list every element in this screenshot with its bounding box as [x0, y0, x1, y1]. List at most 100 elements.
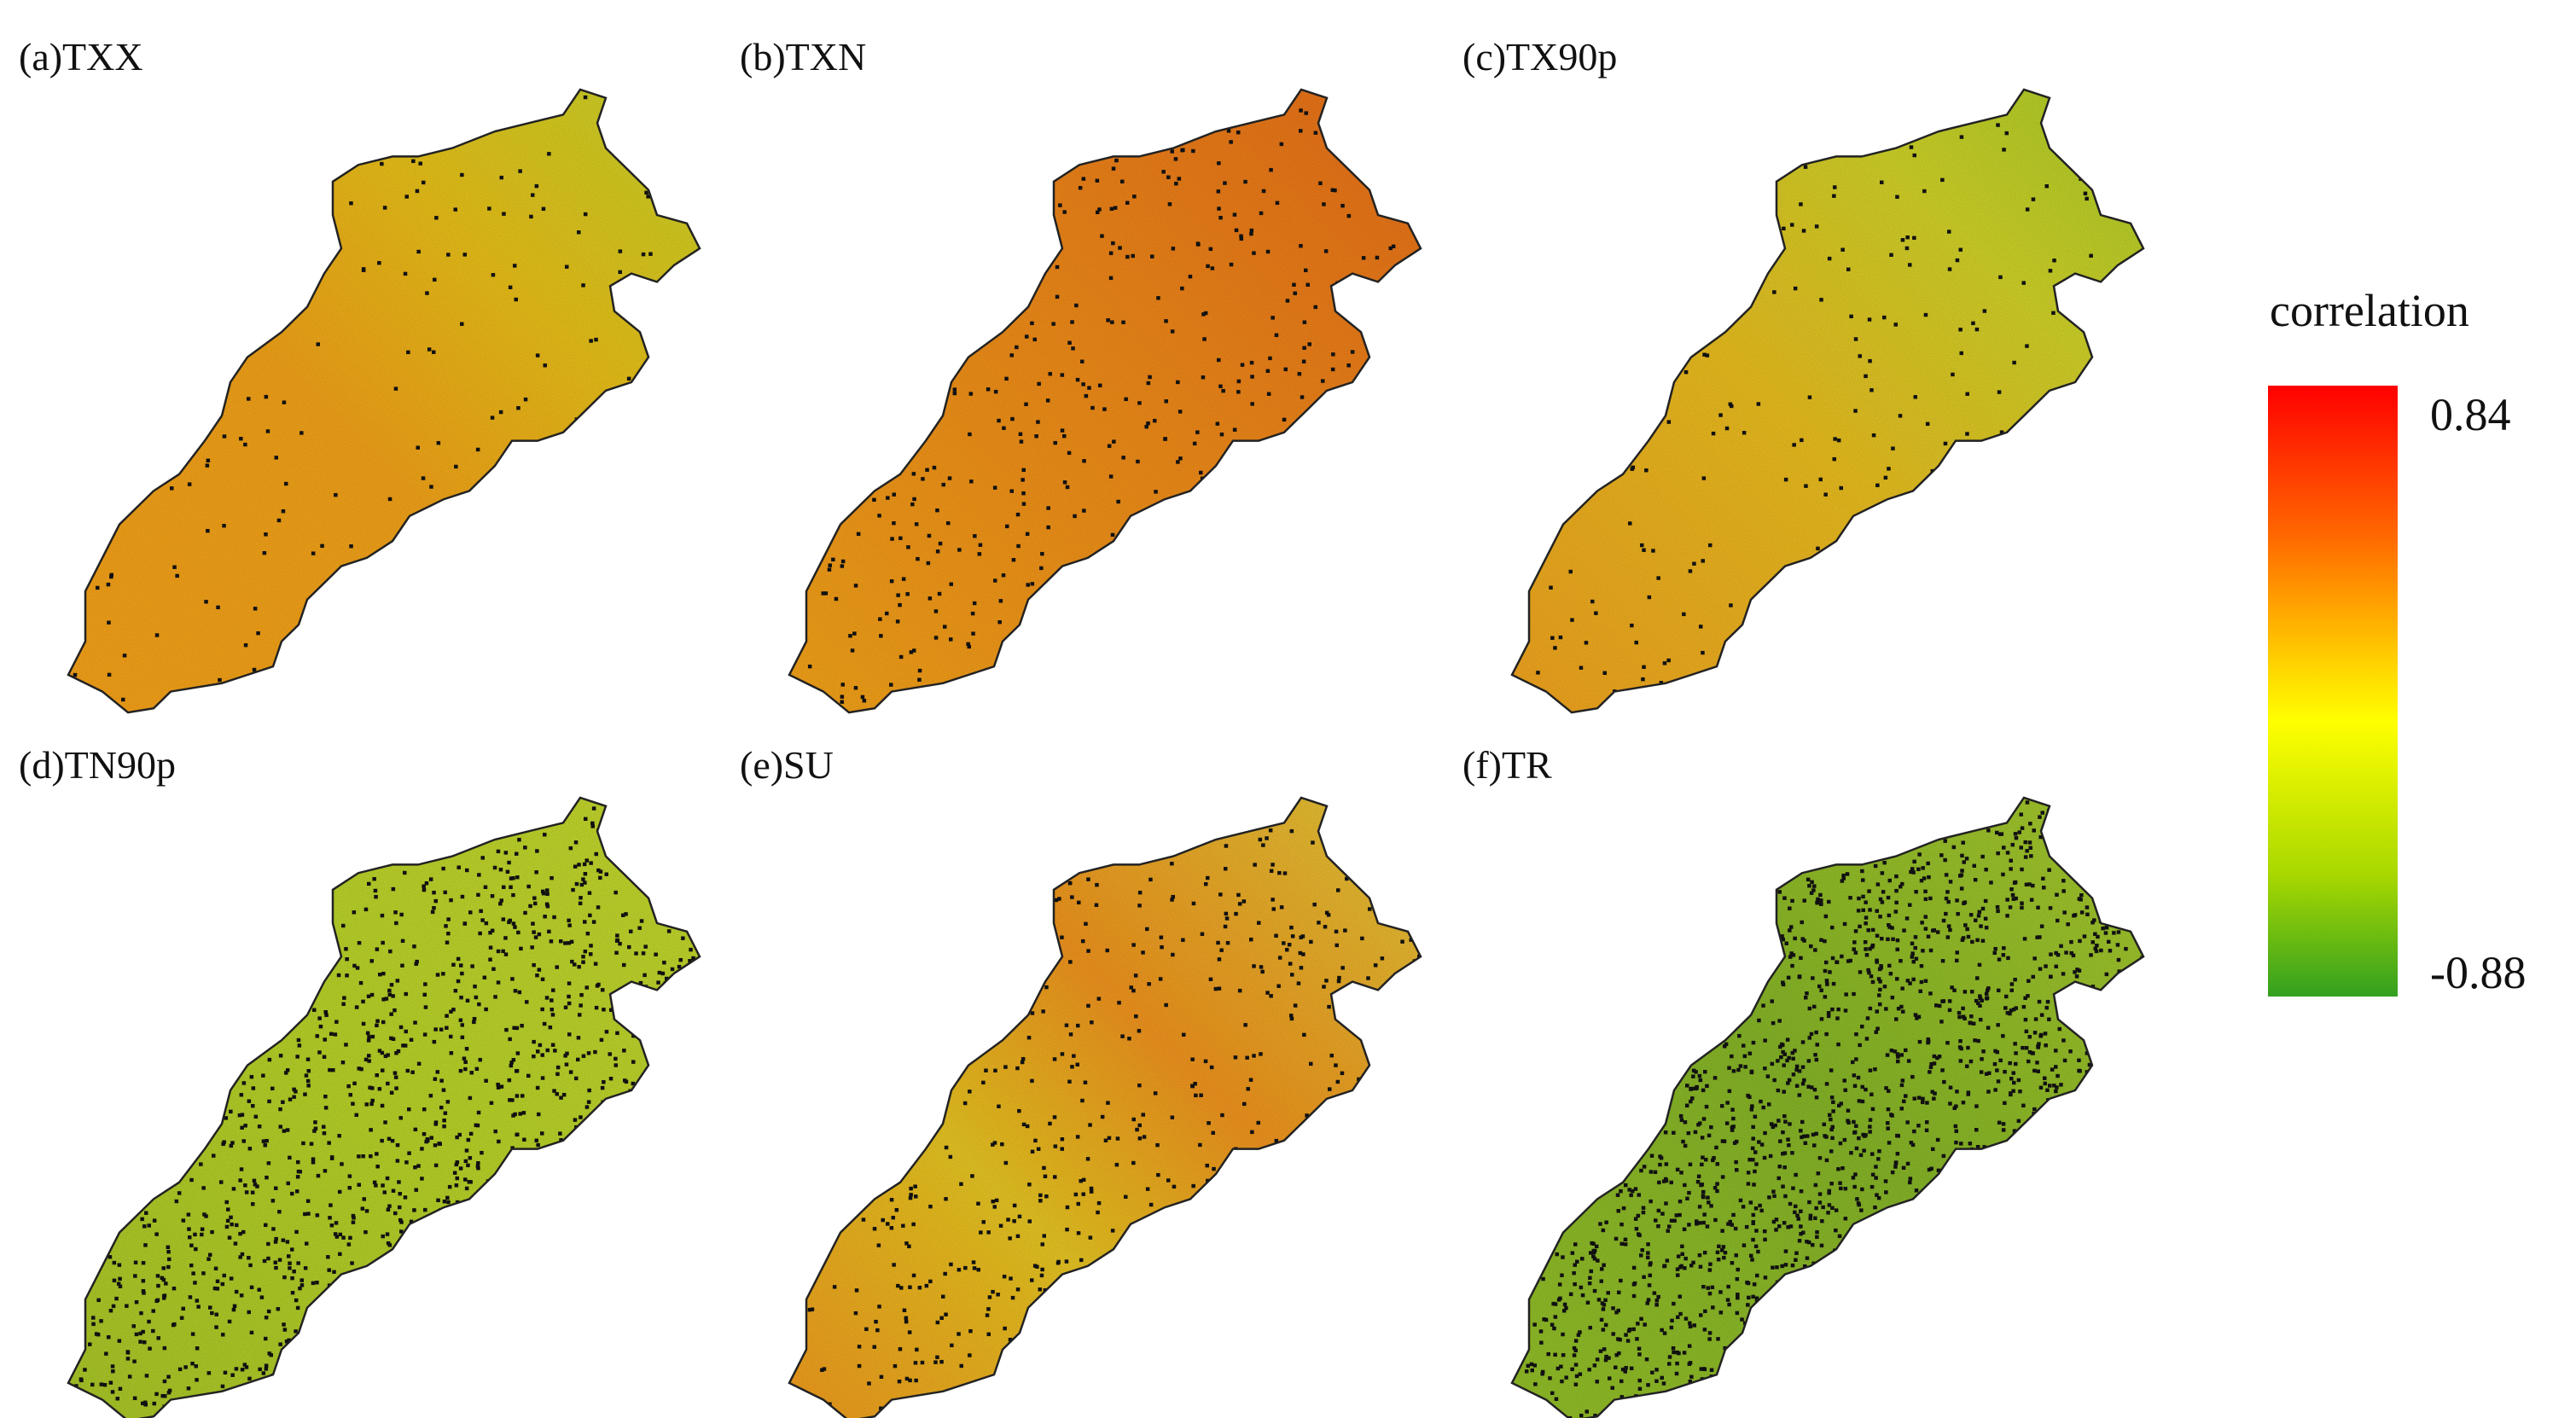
significance-dot	[1081, 177, 1086, 181]
significance-dot	[2112, 931, 2116, 935]
significance-dot	[1782, 1151, 1788, 1155]
significance-dot	[910, 502, 915, 507]
significance-dot	[1633, 1187, 1638, 1191]
significance-dot	[1567, 1415, 1573, 1418]
significance-dot	[1121, 320, 1125, 324]
significance-dot	[1590, 599, 1595, 604]
significance-dot	[2039, 1013, 2044, 1017]
significance-dot	[270, 1086, 275, 1090]
significance-dot	[183, 1365, 188, 1369]
significance-dot	[227, 1319, 232, 1324]
significance-dots	[1536, 123, 2093, 694]
significance-dot	[1747, 1095, 1752, 1099]
significance-dot	[1202, 337, 1207, 341]
significance-dot	[1927, 1167, 1932, 1172]
significance-dot	[1900, 986, 1904, 991]
significance-dot	[166, 1245, 171, 1250]
significance-dot	[840, 559, 846, 564]
map-panel-tn90p: (d)TN90p	[19, 743, 701, 1418]
significance-dot	[1237, 988, 1242, 993]
significance-dot	[1637, 1386, 1643, 1392]
significance-dot	[1819, 1017, 1824, 1021]
significance-dot	[526, 1073, 531, 1078]
significance-dot	[288, 1266, 292, 1270]
significance-dot	[565, 264, 569, 269]
significance-dot	[1621, 1206, 1626, 1211]
significance-dot	[1814, 1206, 1818, 1211]
significance-dot	[901, 577, 906, 581]
significance-dot	[1297, 372, 1302, 376]
significance-dot	[1838, 1181, 1842, 1185]
significance-dot	[1794, 1172, 1798, 1177]
significance-dot	[521, 1111, 526, 1115]
significance-dot	[188, 1295, 193, 1299]
significance-dot	[1895, 938, 1900, 943]
significance-dot	[387, 988, 392, 993]
significance-dot	[2054, 1049, 2058, 1053]
significance-dot	[1539, 1340, 1544, 1345]
significance-dot	[963, 1265, 968, 1270]
significance-dot	[478, 931, 482, 936]
significance-dot	[1170, 862, 1174, 866]
significance-dot	[1166, 1178, 1171, 1183]
significance-dot	[1691, 1068, 1696, 1073]
significance-dot	[456, 956, 461, 962]
significance-dot	[1524, 1369, 1529, 1374]
significance-dot	[1236, 379, 1241, 384]
significance-dot	[460, 322, 464, 326]
significance-dot	[1778, 1044, 1782, 1049]
significance-dot	[840, 683, 845, 687]
significance-dot	[1733, 1226, 1738, 1231]
significance-dot	[925, 468, 929, 472]
significance-dot	[1858, 924, 1862, 929]
significance-dot	[1016, 543, 1021, 549]
significance-dot	[1258, 837, 1263, 842]
significance-dot	[1956, 911, 1960, 916]
significance-dot	[266, 1241, 270, 1247]
significance-dot	[1154, 490, 1158, 494]
significance-dot	[545, 904, 550, 909]
significance-dot	[1707, 1291, 1712, 1296]
significance-dot	[2012, 360, 2016, 365]
significance-dot	[1568, 1292, 1573, 1297]
significance-dot	[1550, 1391, 1555, 1396]
significance-dot	[534, 183, 539, 189]
significance-dot	[164, 1281, 168, 1286]
significance-dot	[2026, 979, 2031, 983]
significance-dot	[1631, 1327, 1636, 1332]
significance-dot	[529, 214, 533, 219]
significance-dot	[1895, 947, 1899, 952]
significance-dot	[1131, 253, 1135, 259]
significance-dot	[1919, 979, 1924, 985]
significance-dot	[1634, 1227, 1639, 1231]
significance-dot	[2027, 882, 2032, 886]
significance-dot	[933, 1360, 938, 1364]
significance-dot	[1955, 1090, 1959, 1094]
significance-dot	[193, 1232, 197, 1237]
significance-dot	[369, 1128, 373, 1132]
significance-dot	[441, 972, 445, 976]
significance-dot	[1587, 1368, 1591, 1372]
significance-dot	[367, 1059, 371, 1063]
significance-dot	[1030, 1078, 1034, 1084]
significance-dot	[1995, 830, 1999, 835]
significance-dot	[458, 1018, 463, 1022]
significance-dot	[262, 1258, 267, 1264]
significance-dot	[1834, 1228, 1838, 1233]
significance-dot	[914, 1378, 918, 1383]
significance-dot	[1878, 987, 1882, 992]
significance-dot	[1600, 1301, 1605, 1305]
significance-dot	[1744, 1224, 1749, 1229]
significance-dot	[1642, 548, 1646, 552]
significance-dot	[1823, 968, 1828, 973]
significance-dot	[1816, 1171, 1821, 1176]
significance-dot	[404, 1029, 408, 1034]
significance-dot	[2023, 840, 2027, 845]
significance-dot	[1776, 1119, 1781, 1123]
significance-dot	[520, 1023, 524, 1028]
significance-dot	[357, 1066, 361, 1071]
significance-dot	[156, 1336, 160, 1340]
significance-dot	[2093, 946, 2097, 950]
significance-dot	[1731, 1116, 1736, 1121]
significance-dot	[372, 1180, 377, 1185]
